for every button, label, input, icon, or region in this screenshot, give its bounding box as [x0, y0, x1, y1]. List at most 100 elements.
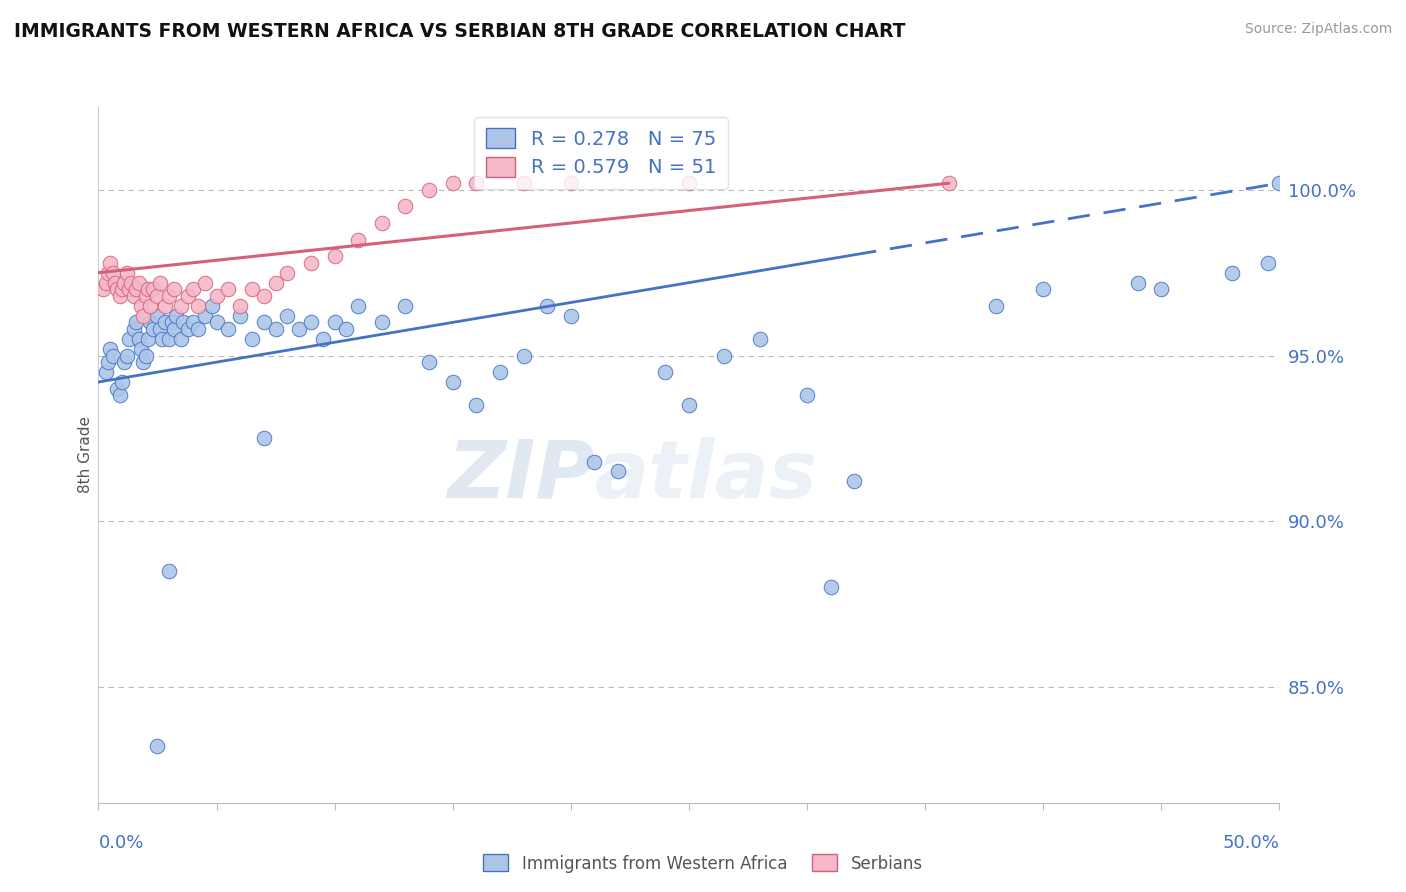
Point: [157, 289, 180, 303]
Point: [347, 233, 370, 247]
Point: [253, 289, 276, 303]
Point: [276, 266, 298, 280]
Point: [1268, 176, 1291, 190]
Point: [441, 375, 464, 389]
Point: [128, 332, 150, 346]
Point: [984, 299, 1007, 313]
Point: [108, 289, 131, 303]
Point: [820, 581, 842, 595]
Point: [371, 216, 394, 230]
Point: [394, 199, 416, 213]
Point: [264, 322, 287, 336]
Point: [146, 739, 169, 754]
Point: [512, 176, 534, 190]
Point: [163, 282, 186, 296]
Point: [146, 289, 169, 303]
Point: [177, 322, 200, 336]
Point: [98, 342, 121, 356]
Point: [844, 475, 866, 489]
Point: [299, 256, 322, 270]
Point: [938, 176, 960, 190]
Point: [201, 299, 224, 313]
Point: [205, 289, 228, 303]
Point: [157, 564, 180, 578]
Point: [108, 388, 131, 402]
Point: [678, 398, 700, 412]
Point: [91, 282, 114, 296]
Text: Source: ZipAtlas.com: Source: ZipAtlas.com: [1244, 22, 1392, 37]
Point: [465, 398, 488, 412]
Point: [165, 309, 187, 323]
Point: [1126, 276, 1149, 290]
Point: [135, 289, 157, 303]
Point: [347, 299, 370, 313]
Point: [205, 315, 228, 329]
Point: [187, 322, 209, 336]
Legend: Immigrants from Western Africa, Serbians: Immigrants from Western Africa, Serbians: [477, 847, 929, 880]
Point: [122, 322, 145, 336]
Point: [163, 322, 186, 336]
Point: [139, 315, 162, 329]
Point: [418, 355, 440, 369]
Point: [115, 266, 138, 280]
Point: [194, 309, 217, 323]
Point: [122, 289, 145, 303]
Point: [111, 282, 134, 296]
Legend: R = 0.278   N = 75, R = 0.579   N = 51: R = 0.278 N = 75, R = 0.579 N = 51: [474, 117, 728, 189]
Point: [125, 282, 148, 296]
Point: [1032, 282, 1054, 296]
Y-axis label: 8th Grade: 8th Grade: [77, 417, 93, 493]
Point: [512, 349, 534, 363]
Point: [1257, 256, 1279, 270]
Point: [172, 315, 194, 329]
Point: [187, 299, 209, 313]
Text: 50.0%: 50.0%: [1223, 834, 1279, 852]
Point: [128, 276, 150, 290]
Point: [536, 299, 558, 313]
Point: [335, 322, 357, 336]
Point: [150, 332, 173, 346]
Point: [97, 266, 120, 280]
Point: [194, 276, 217, 290]
Point: [288, 322, 311, 336]
Point: [132, 355, 155, 369]
Point: [160, 315, 183, 329]
Point: [276, 309, 298, 323]
Point: [253, 431, 276, 445]
Point: [142, 322, 165, 336]
Point: [132, 309, 155, 323]
Point: [465, 176, 488, 190]
Point: [112, 355, 135, 369]
Point: [129, 342, 152, 356]
Point: [1220, 266, 1243, 280]
Point: [229, 309, 252, 323]
Point: [94, 276, 117, 290]
Point: [136, 332, 159, 346]
Point: [97, 355, 120, 369]
Point: [101, 266, 124, 280]
Text: IMMIGRANTS FROM WESTERN AFRICA VS SERBIAN 8TH GRADE CORRELATION CHART: IMMIGRANTS FROM WESTERN AFRICA VS SERBIA…: [14, 22, 905, 41]
Point: [118, 282, 141, 296]
Point: [121, 276, 143, 290]
Point: [135, 349, 157, 363]
Point: [654, 365, 676, 379]
Point: [153, 315, 176, 329]
Text: 0.0%: 0.0%: [98, 834, 143, 852]
Point: [323, 315, 346, 329]
Point: [240, 282, 263, 296]
Point: [94, 365, 117, 379]
Text: atlas: atlas: [595, 437, 817, 515]
Point: [170, 299, 193, 313]
Text: ZIP: ZIP: [447, 437, 595, 515]
Point: [748, 332, 770, 346]
Point: [157, 332, 180, 346]
Point: [229, 299, 252, 313]
Point: [139, 299, 162, 313]
Point: [118, 332, 141, 346]
Point: [149, 276, 172, 290]
Point: [149, 322, 172, 336]
Point: [153, 299, 176, 313]
Point: [299, 315, 322, 329]
Point: [181, 282, 204, 296]
Point: [489, 365, 512, 379]
